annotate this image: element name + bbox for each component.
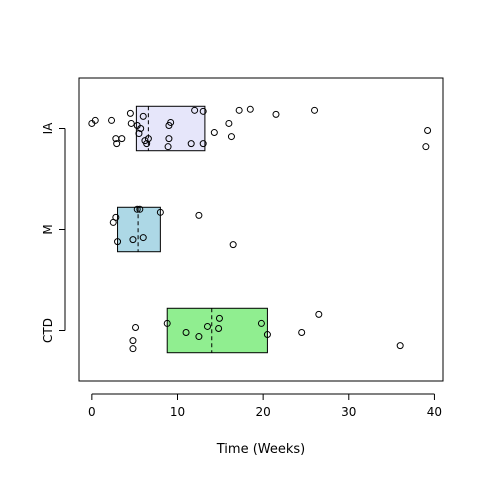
point-ia-27 xyxy=(246,105,254,113)
point-ia-4 xyxy=(113,140,121,148)
box-ctd xyxy=(166,307,268,354)
point-m-6 xyxy=(139,234,147,242)
point-ia-5 xyxy=(118,135,126,143)
point-m-4 xyxy=(133,205,141,213)
point-ia-14 xyxy=(144,135,152,143)
point-ia-7 xyxy=(127,119,135,127)
box-ia xyxy=(135,105,206,152)
x-tick-label-10: 10 xyxy=(170,405,185,419)
point-ia-21 xyxy=(199,107,207,115)
point-ia-20 xyxy=(191,106,199,114)
point-ia-19 xyxy=(187,140,195,148)
point-ia-11 xyxy=(139,112,147,120)
point-m-7 xyxy=(156,208,164,216)
point-ia-10 xyxy=(137,125,145,132)
point-ia-29 xyxy=(311,106,319,114)
point-ia-18 xyxy=(164,143,172,151)
point-m-5 xyxy=(136,205,144,213)
point-ia-23 xyxy=(210,129,218,137)
point-ctd-13 xyxy=(396,342,404,350)
point-ia-31 xyxy=(422,143,430,151)
point-ia-2 xyxy=(108,116,116,124)
x-tick-label-0: 0 xyxy=(88,405,96,419)
x-tick-label-30: 30 xyxy=(341,405,356,419)
plot-frame xyxy=(78,77,444,382)
point-m-8 xyxy=(195,211,203,219)
point-ia-24 xyxy=(225,119,233,127)
point-ctd-9 xyxy=(257,319,265,327)
plot-border xyxy=(78,77,444,382)
x-axis-title: Time (Weeks) xyxy=(216,442,305,457)
point-m-2 xyxy=(114,238,122,246)
boxes-layer xyxy=(117,105,268,354)
point-ctd-0 xyxy=(129,337,137,345)
point-ctd-5 xyxy=(195,333,203,341)
y-tick-label-ia: IA xyxy=(41,122,55,135)
y-tick-label-ctd: CTD xyxy=(41,318,55,343)
x-tick-label-20: 20 xyxy=(256,405,271,419)
point-ctd-6 xyxy=(203,322,211,330)
point-m-3 xyxy=(129,236,137,244)
box-m xyxy=(117,206,161,253)
point-ctd-4 xyxy=(182,329,190,337)
point-ia-17 xyxy=(165,135,173,143)
y-tick-label-m: M xyxy=(41,224,55,234)
point-ia-25 xyxy=(227,133,235,141)
point-ctd-1 xyxy=(129,345,137,353)
x-tick-label-40: 40 xyxy=(427,405,442,419)
point-ctd-12 xyxy=(315,310,323,318)
point-ia-30 xyxy=(424,127,432,135)
point-m-1 xyxy=(112,213,120,221)
point-ia-6 xyxy=(126,109,134,117)
point-ia-1 xyxy=(91,116,99,124)
point-ia-16 xyxy=(167,118,175,126)
point-ctd-3 xyxy=(163,319,171,327)
point-ctd-7 xyxy=(215,324,223,332)
x-axis: 0 10 20 30 40 xyxy=(88,393,442,419)
point-ia-26 xyxy=(235,106,243,114)
point-ctd-2 xyxy=(132,323,140,331)
point-ctd-8 xyxy=(215,314,223,322)
y-axis: IA M CTD xyxy=(41,122,66,343)
points-layer xyxy=(88,105,432,353)
point-m-9 xyxy=(229,241,237,249)
point-ia-28 xyxy=(272,110,280,118)
point-ctd-11 xyxy=(298,329,306,337)
point-ia-22 xyxy=(199,140,207,148)
point-ctd-10 xyxy=(263,331,271,339)
